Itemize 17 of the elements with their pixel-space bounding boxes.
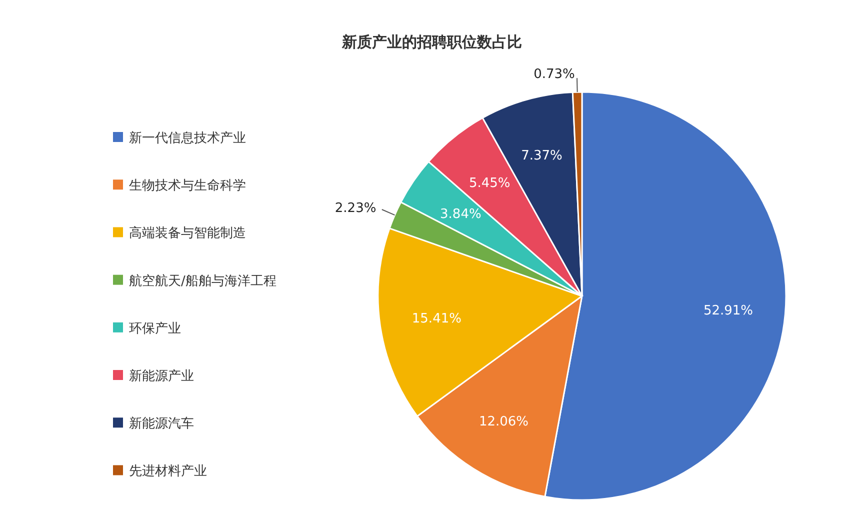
data-label: 12.06% [478, 414, 529, 430]
legend-label: 生物技术与生命科学 [129, 178, 246, 194]
data-label: 7.37% [521, 148, 562, 164]
legend-label: 新一代信息技术产业 [129, 131, 246, 146]
legend-label: 先进材料产业 [129, 464, 207, 480]
legend-label: 环保产业 [129, 321, 181, 336]
chart-title: 新质产业的招聘职位数占比 [341, 33, 522, 51]
legend-label: 新能源汽车 [129, 416, 194, 432]
data-label: 15.41% [412, 311, 462, 326]
data-label: 0.73% [534, 67, 575, 82]
legend-label: 新能源产业 [129, 369, 194, 384]
data-label: 2.23% [334, 200, 376, 216]
data-label: 52.91% [703, 303, 754, 318]
data-label: 5.45% [468, 176, 510, 191]
data-label: 3.84% [440, 207, 482, 222]
legend-label: 航空航天/船舶与海洋工程 [129, 274, 276, 289]
legend-label: 高端装备与智能制造 [129, 225, 246, 242]
